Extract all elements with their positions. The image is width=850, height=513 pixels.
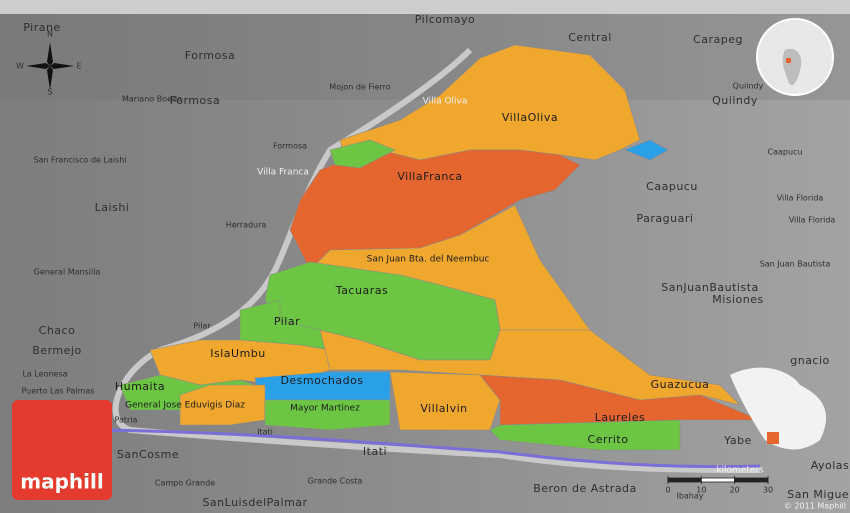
scale-tick-label: 10 [696,486,706,495]
place-label: Ayolas [811,459,850,472]
place-label: Itati [363,445,387,458]
place-label: gnacio [790,354,830,367]
district-label: Desmochados [280,374,363,387]
place-label: SanCosme [117,448,179,461]
country-locator [767,432,779,444]
compass-letter: S [47,88,52,97]
district-label: General Jose Eduvigis Diaz [125,401,245,411]
district-label: San Juan Bta. del Neembuc [367,255,490,265]
place-label: Laishi [95,201,130,214]
place-label: Caapucu [646,180,698,193]
region [264,399,391,431]
scale-tick-label: 30 [763,486,773,495]
place-label: San Juan Bautista [760,260,831,269]
district-label: Villalvin [420,402,467,415]
compass-letter: N [47,30,53,39]
place-label: Villa Florida [789,216,836,225]
region [489,419,681,451]
place-label: SanLuisdelPalmar [202,496,307,509]
place-label: Paraguari [637,212,694,225]
logo-text: maphill [20,470,103,494]
place-label: San Miguel [787,488,850,501]
place-label: Yabe [723,434,752,447]
region [289,149,581,271]
compass [26,42,74,90]
place-label: Carapeg [693,33,743,46]
compass-letter: W [16,62,24,71]
place-label: Chaco [39,324,76,337]
place-label: Ibahay [676,492,703,501]
top-band [0,0,850,14]
place-label: Mariano Boedo [122,95,182,104]
place-label: Misiones [712,293,764,306]
copyright: © 2011 Maphill [784,502,846,511]
place-label: Caapucu [767,148,802,157]
place-label: Formosa [185,49,235,62]
district-label: Cerrito [588,433,629,446]
district-label: IslaUmbu [210,347,266,360]
district-label: VillaOliva [502,111,558,124]
scale-tick-label: 20 [730,486,740,495]
place-label: Beron de Astrada [533,482,637,495]
place-label: Bermejo [32,344,81,357]
place-label: Villa Franca [257,168,309,178]
districts [119,44,761,451]
scale-bar [667,477,769,483]
place-label: Formosa [170,94,220,107]
locator [786,58,791,63]
scale-unit: kilometers [716,466,764,476]
place-label: Quiindy [733,82,764,91]
continent [782,48,802,86]
place-label: Patria [115,416,138,425]
district-label: Tacuaras [335,284,388,297]
place-label: Pirane [23,21,60,34]
place-label: Itati [257,428,273,437]
place-label: Mojon de Fierro [329,83,390,92]
place-label: La Leonesa [22,370,67,379]
place-label: Pilar [193,322,211,331]
place-label: General Mansilla [34,268,101,277]
country-inset [730,367,827,450]
region [389,371,501,431]
place-label: Campo Grande [155,479,215,488]
region [329,139,396,169]
place-label: Puerto Las Palmas [21,387,94,396]
region [319,329,741,406]
district-label: Humaita [115,380,165,393]
place-label: Central [568,31,612,44]
place-label: San Francisco de Laishi [33,156,126,165]
district-label: Mayor Martinez [290,404,360,414]
district-label: Laureles [595,411,645,424]
place-label: Villa Florida [777,194,824,203]
scale-tick-label: 0 [665,486,670,495]
place-label: Villa Oliva [423,97,468,107]
place-label: Grande Costa [308,477,363,486]
district-label: VillaFranca [397,170,462,183]
lake [624,139,669,161]
district-label: Guazucua [651,378,710,391]
place-label: Pilcomayo [415,13,475,26]
logo-box [12,400,112,500]
shade [0,0,850,100]
place-label: SanJuanBautista [661,281,759,294]
place-label: Quiindy [712,94,758,107]
river-edge [99,428,761,469]
place-label: Formosa [273,142,307,151]
place-label: Herradura [226,221,267,230]
compass-letter: E [76,62,81,71]
district-label: Pilar [274,315,300,328]
